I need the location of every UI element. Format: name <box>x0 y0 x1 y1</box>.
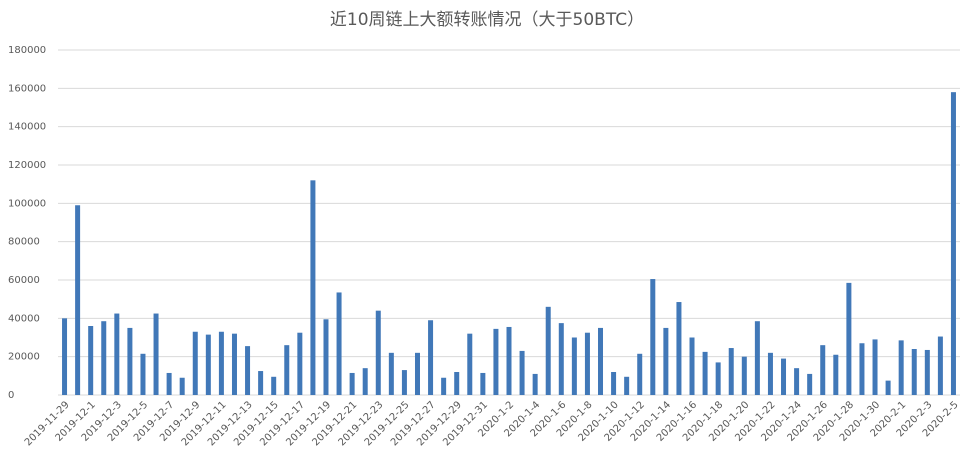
bar <box>584 332 590 395</box>
bar <box>519 350 525 395</box>
bar <box>231 333 237 395</box>
bar <box>493 328 499 395</box>
bar <box>166 372 172 395</box>
bar <box>506 326 512 395</box>
bar <box>310 180 316 395</box>
bar <box>205 334 211 395</box>
y-tick-label: 40000 <box>8 313 40 324</box>
bar <box>114 313 120 395</box>
bar <box>428 320 434 395</box>
bar <box>937 336 943 395</box>
bar <box>467 333 473 395</box>
bar <box>859 343 865 395</box>
bar <box>323 319 329 395</box>
bar <box>388 352 394 395</box>
bar <box>650 279 656 395</box>
y-tick-label: 80000 <box>8 237 40 248</box>
bar <box>872 339 878 395</box>
bar <box>153 313 159 395</box>
bar <box>140 353 146 395</box>
bar <box>885 380 891 395</box>
bar <box>611 372 617 395</box>
bar <box>179 377 185 395</box>
y-tick-label: 100000 <box>8 198 46 209</box>
bar <box>297 332 303 395</box>
bar <box>258 371 264 395</box>
y-tick-label: 0 <box>8 390 14 401</box>
y-tick-label: 120000 <box>8 160 46 171</box>
bar <box>127 327 133 395</box>
y-tick-label: 140000 <box>8 122 46 133</box>
bar <box>192 331 198 395</box>
bar <box>401 370 407 395</box>
y-tick-label: 160000 <box>8 83 46 94</box>
bar <box>820 345 826 395</box>
bar <box>271 376 277 395</box>
bar <box>480 372 486 395</box>
bar <box>794 368 800 395</box>
y-tick-label: 20000 <box>8 352 40 363</box>
bar <box>898 340 904 395</box>
bar <box>75 205 81 395</box>
bar <box>362 368 368 395</box>
bar <box>598 327 604 395</box>
y-tick-label: 60000 <box>8 275 40 286</box>
bar <box>741 356 747 395</box>
bar <box>911 349 917 395</box>
bar <box>950 92 956 396</box>
bar <box>349 372 355 395</box>
bar <box>284 345 290 395</box>
bar <box>558 323 564 395</box>
bar <box>754 321 760 395</box>
y-tick-label: 180000 <box>8 45 46 56</box>
bar <box>336 292 342 395</box>
bar <box>88 326 94 395</box>
bar <box>637 353 643 395</box>
bar <box>441 377 447 395</box>
bar <box>532 373 538 395</box>
bar <box>781 358 787 395</box>
bar <box>833 354 839 395</box>
bar <box>245 346 251 395</box>
bar <box>689 337 695 395</box>
bar <box>663 327 669 395</box>
bar <box>454 372 460 395</box>
bar <box>414 352 420 395</box>
bar <box>807 373 813 395</box>
chart-title: 近10周链上大额转账情况（大于50BTC） <box>330 10 644 30</box>
bar <box>728 348 734 395</box>
bar <box>767 352 773 395</box>
bar <box>676 302 682 395</box>
bar <box>62 318 68 395</box>
bar <box>571 337 577 395</box>
bar <box>375 310 381 395</box>
bar <box>545 306 551 395</box>
bar <box>101 321 107 395</box>
bar <box>715 362 721 395</box>
bar <box>846 282 852 395</box>
bar <box>924 349 930 395</box>
bar <box>624 376 630 395</box>
bar <box>702 351 708 395</box>
bar <box>218 331 224 395</box>
